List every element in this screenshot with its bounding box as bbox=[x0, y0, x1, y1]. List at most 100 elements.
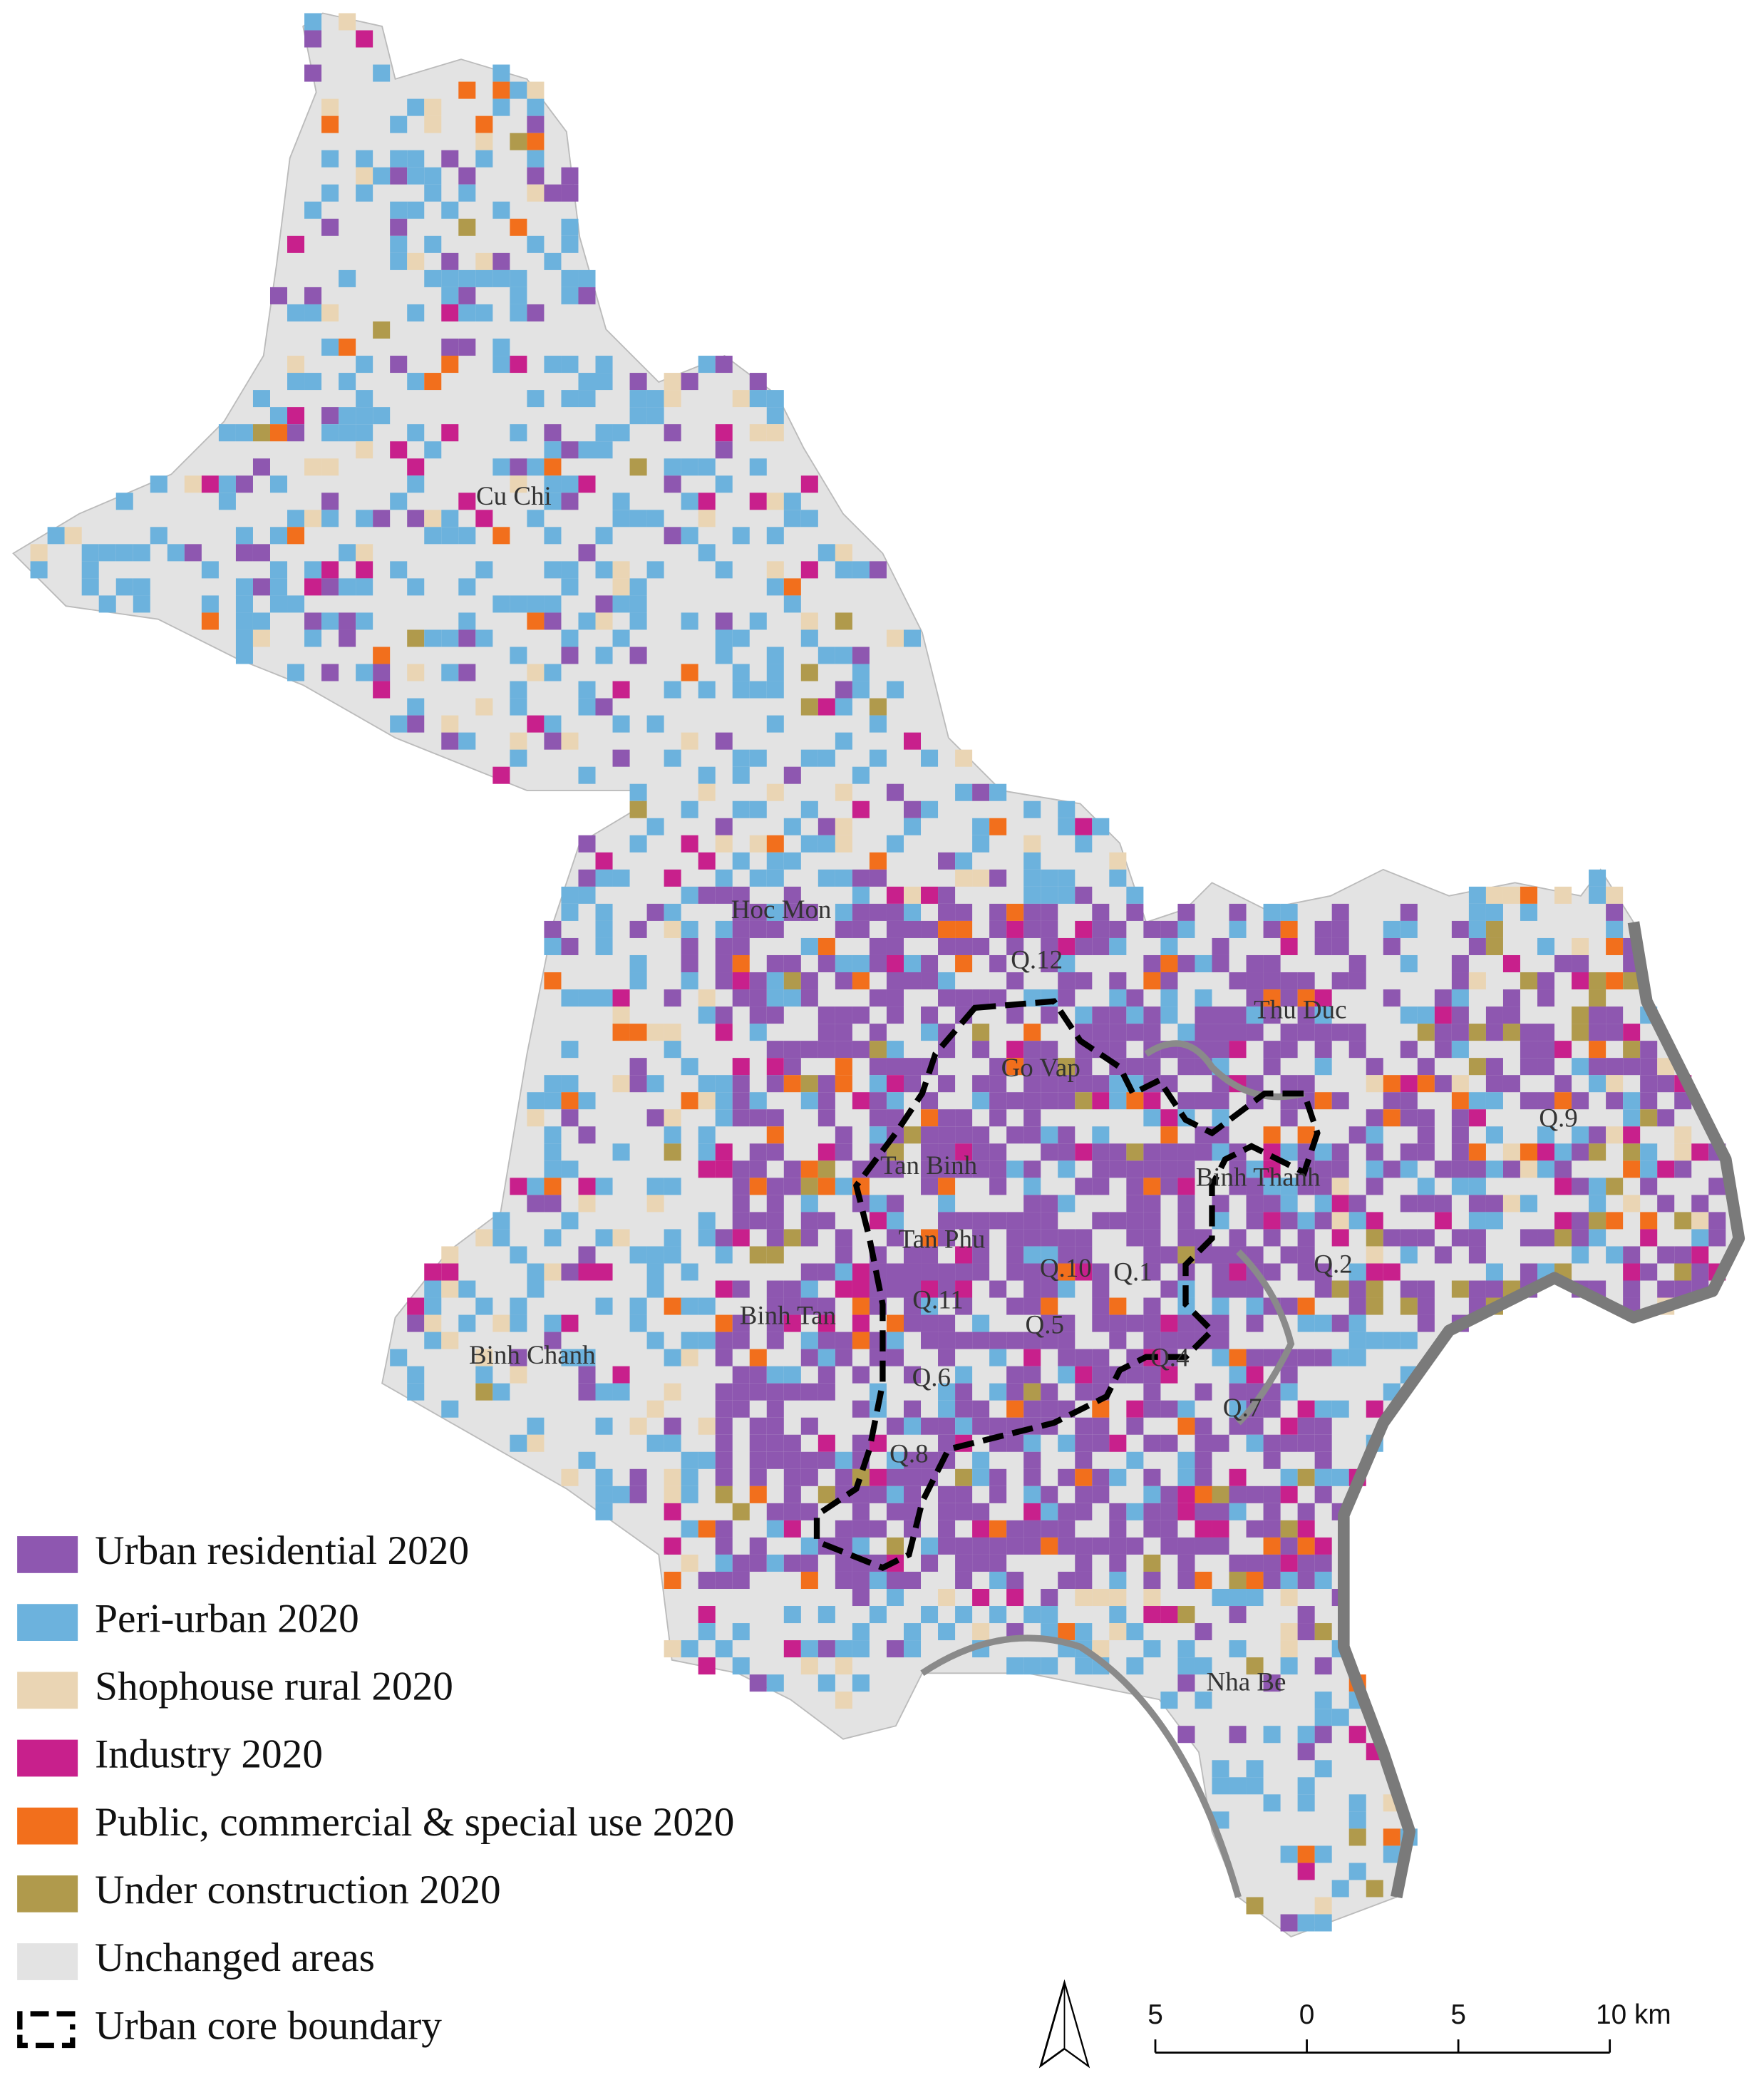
cell bbox=[1451, 1075, 1469, 1093]
cell bbox=[955, 1212, 973, 1230]
cell bbox=[921, 1229, 939, 1247]
cell bbox=[1075, 1571, 1093, 1589]
cell bbox=[321, 510, 339, 527]
cell bbox=[1246, 1178, 1264, 1195]
cell bbox=[390, 235, 408, 253]
cell bbox=[972, 1623, 990, 1641]
cell bbox=[698, 1143, 716, 1161]
cell bbox=[184, 475, 202, 493]
cell bbox=[1400, 954, 1418, 973]
cell bbox=[407, 458, 425, 476]
cell bbox=[218, 424, 236, 442]
cell bbox=[1434, 1246, 1452, 1264]
cell bbox=[1075, 1075, 1093, 1093]
cell bbox=[1246, 1760, 1264, 1778]
cell bbox=[749, 1092, 767, 1110]
cell bbox=[783, 1366, 801, 1384]
cell bbox=[1023, 1229, 1041, 1247]
cell bbox=[1537, 1058, 1555, 1076]
cell bbox=[441, 150, 459, 168]
cell bbox=[955, 1571, 973, 1589]
cell bbox=[1691, 1263, 1709, 1281]
cell bbox=[698, 766, 716, 784]
cell bbox=[1041, 1092, 1058, 1110]
cell bbox=[715, 1075, 733, 1093]
cell bbox=[1623, 1160, 1641, 1178]
cell bbox=[1348, 1263, 1366, 1281]
cell bbox=[852, 972, 870, 990]
cell bbox=[1160, 989, 1178, 1007]
cell bbox=[1520, 1195, 1538, 1212]
cell bbox=[869, 937, 887, 955]
cell bbox=[1348, 1794, 1366, 1812]
cell bbox=[1606, 937, 1624, 955]
cell bbox=[458, 167, 476, 185]
cell bbox=[1280, 1845, 1298, 1863]
cell bbox=[1109, 852, 1127, 870]
cell bbox=[561, 903, 579, 921]
cell bbox=[561, 235, 579, 253]
cell bbox=[1041, 954, 1058, 973]
cell bbox=[715, 1640, 733, 1658]
cell bbox=[800, 1571, 818, 1589]
cell bbox=[1126, 1229, 1144, 1247]
cell bbox=[766, 1297, 784, 1315]
land-use-cells bbox=[30, 13, 1726, 1932]
cell bbox=[1212, 1760, 1229, 1778]
cell bbox=[835, 920, 852, 938]
cell bbox=[886, 1417, 904, 1435]
cell bbox=[356, 510, 373, 527]
cell bbox=[321, 424, 339, 442]
cell bbox=[561, 732, 579, 750]
cell bbox=[1331, 1160, 1349, 1178]
cell bbox=[1023, 1383, 1041, 1401]
cell bbox=[749, 1006, 767, 1024]
cell bbox=[561, 218, 579, 236]
cell bbox=[698, 1075, 716, 1093]
cell bbox=[715, 835, 733, 853]
cell bbox=[390, 1349, 408, 1366]
cell bbox=[1623, 1041, 1641, 1059]
cell bbox=[1109, 1434, 1127, 1452]
cell bbox=[81, 544, 99, 562]
cell bbox=[1177, 1726, 1195, 1744]
cell bbox=[749, 1468, 767, 1486]
cell bbox=[1160, 1486, 1178, 1503]
cell bbox=[800, 1349, 818, 1366]
cell bbox=[441, 1332, 459, 1349]
cell bbox=[1229, 1160, 1247, 1178]
cell bbox=[1006, 1657, 1024, 1675]
cell bbox=[1109, 1554, 1127, 1572]
cell bbox=[339, 612, 356, 630]
cell bbox=[441, 287, 459, 304]
cell bbox=[1280, 1383, 1298, 1401]
cell bbox=[475, 1229, 493, 1247]
cell bbox=[527, 595, 545, 613]
cell bbox=[989, 869, 1007, 887]
cell bbox=[544, 527, 562, 545]
cell bbox=[1297, 1297, 1315, 1315]
cell bbox=[1314, 1349, 1332, 1366]
cell bbox=[578, 612, 596, 630]
cell bbox=[1314, 1434, 1332, 1452]
cell bbox=[715, 629, 733, 647]
cell bbox=[629, 1058, 647, 1076]
cell bbox=[903, 1280, 922, 1298]
cell bbox=[1023, 1520, 1041, 1538]
cell bbox=[972, 1554, 990, 1572]
cell bbox=[441, 1280, 459, 1298]
cell bbox=[1537, 1229, 1555, 1247]
cell bbox=[1006, 1212, 1024, 1230]
cell bbox=[1212, 1006, 1229, 1024]
cell bbox=[921, 1280, 939, 1298]
cell bbox=[903, 1126, 922, 1144]
cell bbox=[1109, 1537, 1127, 1555]
cell bbox=[1572, 1058, 1589, 1076]
cell bbox=[681, 373, 698, 391]
cell bbox=[698, 1212, 716, 1230]
cell bbox=[510, 681, 527, 699]
cell bbox=[1041, 1041, 1058, 1059]
cell bbox=[561, 1160, 579, 1178]
cell bbox=[955, 1280, 973, 1298]
cell bbox=[1348, 1811, 1366, 1829]
